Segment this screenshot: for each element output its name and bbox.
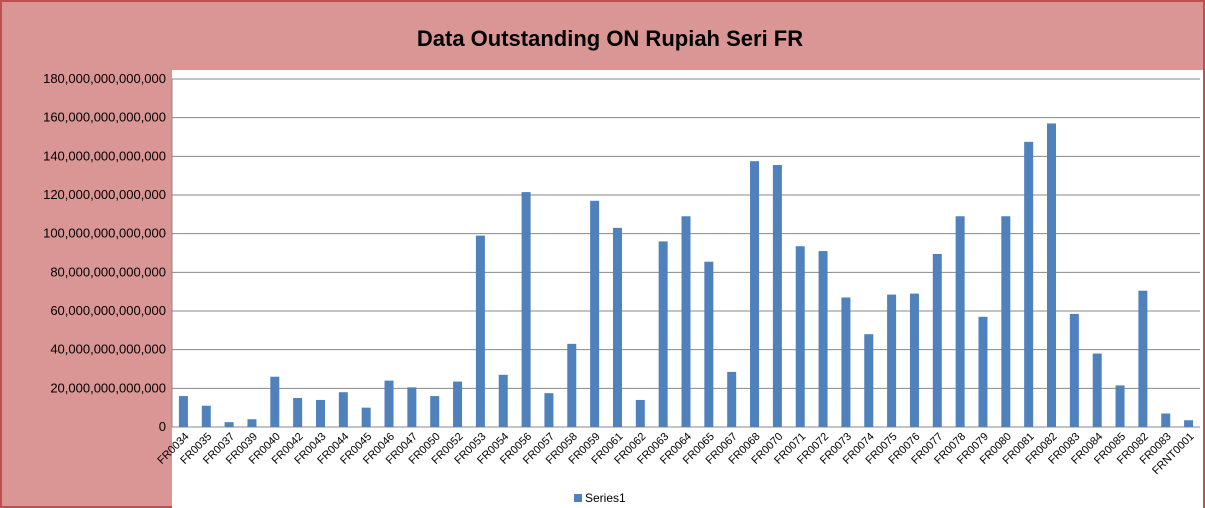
bar: [1115, 385, 1125, 427]
bar: [681, 216, 691, 427]
bar: [1001, 216, 1011, 427]
y-tick-label: 120,000,000,000,000: [43, 187, 166, 202]
bar: [201, 405, 211, 427]
bar: [1184, 420, 1194, 427]
bar: [338, 392, 348, 427]
bar: [750, 161, 760, 427]
y-tick-label: 60,000,000,000,000: [50, 303, 166, 318]
y-tick-label: 40,000,000,000,000: [50, 342, 166, 357]
bar: [1069, 313, 1079, 427]
legend-label: Series1: [585, 491, 626, 505]
bar: [612, 227, 622, 427]
legend-swatch: [574, 494, 582, 502]
y-tick-label: 20,000,000,000,000: [50, 380, 166, 395]
bar: [407, 387, 417, 427]
bar: [1138, 290, 1148, 427]
bar: [521, 192, 531, 427]
y-tick-label: 100,000,000,000,000: [43, 226, 166, 241]
bar: [498, 374, 508, 427]
y-tick-label: 180,000,000,000,000: [43, 71, 166, 86]
y-tick-label: 140,000,000,000,000: [43, 148, 166, 163]
bar: [887, 294, 897, 427]
bar: [772, 165, 782, 428]
bar: [270, 376, 280, 427]
bar: [384, 380, 394, 427]
bar: [361, 407, 371, 427]
bar: [1161, 413, 1171, 427]
bar: [544, 393, 554, 427]
y-tick-label: 80,000,000,000,000: [50, 264, 166, 279]
bar: [430, 396, 440, 427]
bar: [224, 422, 234, 427]
bar: [658, 241, 668, 427]
bar: [704, 261, 714, 427]
bar: [590, 200, 600, 427]
bar: [1092, 353, 1102, 427]
bar: [293, 398, 303, 427]
bar: [635, 399, 645, 427]
bar: [1047, 123, 1057, 427]
bar: [178, 396, 188, 427]
chart-title: Data Outstanding ON Rupiah Seri FR: [417, 26, 803, 51]
bar: [1024, 141, 1034, 428]
bar: [841, 297, 851, 427]
bar: [932, 253, 942, 427]
bar: [315, 399, 325, 427]
bar: [955, 216, 965, 427]
bar: [727, 371, 737, 427]
bar: [864, 334, 874, 427]
y-tick-label: 160,000,000,000,000: [43, 110, 166, 125]
y-tick-label: 0: [159, 419, 166, 434]
bar: [909, 293, 919, 427]
bar: [567, 343, 577, 427]
bar: [453, 381, 463, 427]
bar: [978, 316, 988, 427]
bar: [475, 235, 485, 427]
bar: [247, 419, 257, 427]
bar: [818, 251, 828, 427]
bar: [795, 246, 805, 427]
